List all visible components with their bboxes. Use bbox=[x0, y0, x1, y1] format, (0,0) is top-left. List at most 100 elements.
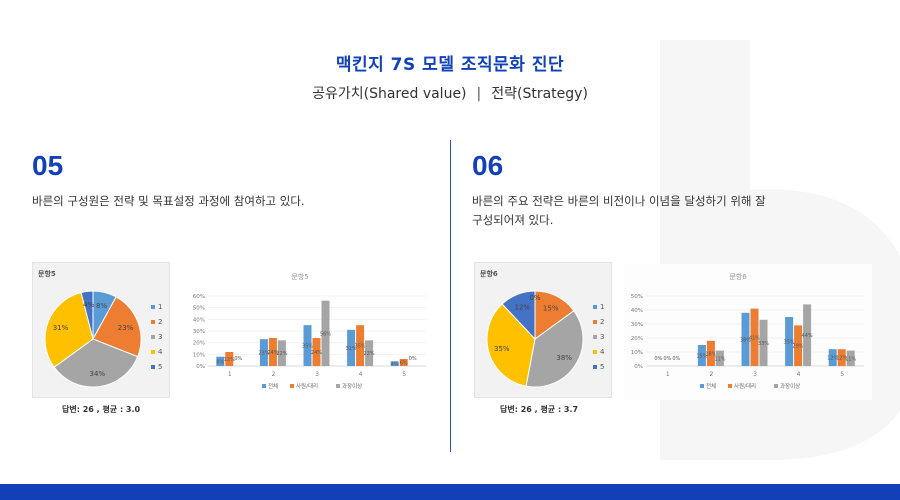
legend-item: 5 bbox=[593, 359, 604, 374]
pie-slice-4 bbox=[486, 303, 536, 387]
bar-data-label: 6% bbox=[400, 361, 408, 367]
legend-label: 5 bbox=[600, 362, 605, 371]
legend-label: 4 bbox=[600, 347, 605, 356]
bar-1-2 bbox=[277, 340, 286, 366]
pie-slice-label: 12% bbox=[514, 303, 530, 311]
y-tick-label: 30% bbox=[631, 322, 643, 328]
bar-data-label: 41% bbox=[749, 335, 760, 341]
legend-label: 1 bbox=[600, 302, 605, 311]
bar-data-label: 56% bbox=[320, 331, 331, 337]
bar-2-0 bbox=[303, 325, 312, 366]
bar-3-2 bbox=[803, 304, 812, 366]
bar-1-1 bbox=[268, 338, 277, 366]
bar-1-0 bbox=[697, 345, 706, 366]
y-tick-label: 30% bbox=[193, 329, 205, 335]
description-line: 바른의 구성원은 전략 및 목표설정 과정에 참여하고 있다. bbox=[32, 194, 305, 208]
legend-swatch bbox=[593, 334, 597, 339]
bar-data-label: 29% bbox=[793, 344, 804, 350]
bar-data-label: 15% bbox=[696, 354, 707, 360]
x-tick-label: 1 bbox=[666, 371, 670, 378]
pie-legend: 1 2 3 4 5 bbox=[593, 299, 604, 374]
bar-4-1 bbox=[837, 349, 846, 366]
description-line: 바른의 주요 전략은 바른의 비전이나 이념을 달성하기 위해 잘 bbox=[472, 194, 766, 208]
bar-3-0 bbox=[785, 317, 794, 366]
bar-data-label: 0% bbox=[663, 356, 671, 362]
bar-legend-label: 전체 bbox=[268, 382, 278, 390]
legend-swatch bbox=[151, 304, 155, 309]
bar-data-label: 22% bbox=[276, 351, 287, 357]
bar-data-label: 31% bbox=[346, 346, 357, 352]
bar-1-1 bbox=[706, 340, 715, 366]
bar-legend-label: 전체 bbox=[706, 382, 716, 390]
legend-swatch bbox=[151, 364, 155, 369]
bar-data-label: 35% bbox=[355, 344, 366, 350]
bar-data-label: 12% bbox=[836, 356, 847, 362]
legend-item: 1 bbox=[151, 299, 162, 314]
bar-legend-swatch bbox=[774, 384, 778, 388]
bar-chart-q5: 문항5 0% 10% 20% 30% 40% 50% 60% 8% 12% 0% 1 23% 24% 22%… bbox=[186, 264, 434, 400]
y-tick-label: 40% bbox=[193, 317, 205, 323]
pie-slice-label: 35% bbox=[494, 345, 510, 353]
legend-swatch bbox=[151, 319, 155, 324]
description-line: 구성되어져 있다. bbox=[472, 213, 554, 227]
subtitle-separator: | bbox=[476, 86, 482, 102]
bar-data-label: 12% bbox=[224, 357, 235, 363]
subtitle-strategy: 전략(Strategy) bbox=[491, 86, 588, 102]
bar-2-0 bbox=[741, 312, 750, 366]
pie-slice-label: 8% bbox=[96, 302, 107, 310]
section-number: 06 bbox=[472, 150, 504, 181]
bar-2-1 bbox=[750, 308, 759, 366]
y-tick-label: 20% bbox=[631, 336, 643, 342]
pie-chart-title: 문항6 bbox=[480, 270, 498, 278]
section-05: 05 바른의 구성원은 전략 및 목표설정 과정에 참여하고 있다. bbox=[32, 150, 432, 211]
bar-legend-swatch bbox=[728, 384, 732, 388]
y-tick-label: 0% bbox=[634, 364, 643, 370]
pie-slice-label: 15% bbox=[543, 305, 559, 313]
x-tick-label: 5 bbox=[840, 371, 844, 378]
bar-legend-label: 사원/대리 bbox=[734, 382, 756, 390]
legend-label: 2 bbox=[158, 317, 163, 326]
pie-slice-4 bbox=[44, 291, 94, 368]
x-tick-label: 1 bbox=[228, 371, 232, 378]
legend-item: 3 bbox=[151, 329, 162, 344]
section-06: 06 바른의 주요 전략은 바른의 비전이나 이념을 달성하기 위해 잘 구성되… bbox=[472, 150, 872, 230]
bar-chart-title: 문항5 bbox=[291, 272, 308, 281]
bar-data-label: 0% bbox=[409, 356, 417, 362]
bar-4-0 bbox=[390, 361, 399, 366]
bar-data-label: 8% bbox=[216, 359, 224, 365]
pie-slice-3 bbox=[525, 310, 584, 388]
pie-slice-3 bbox=[53, 338, 139, 388]
bar-chart-title: 문항6 bbox=[729, 272, 747, 281]
bar-data-label: 11% bbox=[845, 356, 856, 362]
bar-4-1 bbox=[399, 359, 408, 366]
bar-legend-swatch bbox=[262, 384, 266, 388]
bar-data-label: 38% bbox=[740, 337, 751, 343]
x-tick-label: 3 bbox=[753, 371, 757, 378]
bar-4-0 bbox=[828, 349, 837, 366]
x-tick-label: 4 bbox=[359, 371, 363, 378]
legend-label: 3 bbox=[158, 332, 163, 341]
pie-slice-label: 4% bbox=[83, 301, 94, 309]
bar-data-label: 11% bbox=[714, 356, 725, 362]
pie-slice-label: 38% bbox=[556, 354, 572, 362]
bar-data-label: 35% bbox=[784, 340, 795, 346]
bar-legend-label: 과장이상 bbox=[780, 382, 800, 390]
bar-data-label: 0% bbox=[654, 356, 662, 362]
pie-slice-5 bbox=[501, 290, 536, 341]
bar-legend-label: 과장이상 bbox=[342, 382, 362, 390]
page-title: 맥킨지 7S 모델 조직문화 진단 bbox=[335, 55, 565, 75]
legend-item: 2 bbox=[593, 314, 604, 329]
pie-slice-label: 0% bbox=[529, 294, 540, 302]
bar-data-label: 33% bbox=[758, 341, 769, 347]
bar-data-label: 24% bbox=[311, 350, 322, 356]
bar-data-label: 23% bbox=[258, 351, 269, 357]
bar-data-label: 22% bbox=[364, 351, 375, 357]
bar-legend-swatch bbox=[290, 384, 294, 388]
section-number: 05 bbox=[32, 150, 64, 181]
y-tick-label: 10% bbox=[193, 352, 205, 358]
legend-label: 5 bbox=[158, 362, 163, 371]
legend-item: 4 bbox=[593, 344, 604, 359]
bar-data-label: 0% bbox=[234, 356, 242, 362]
